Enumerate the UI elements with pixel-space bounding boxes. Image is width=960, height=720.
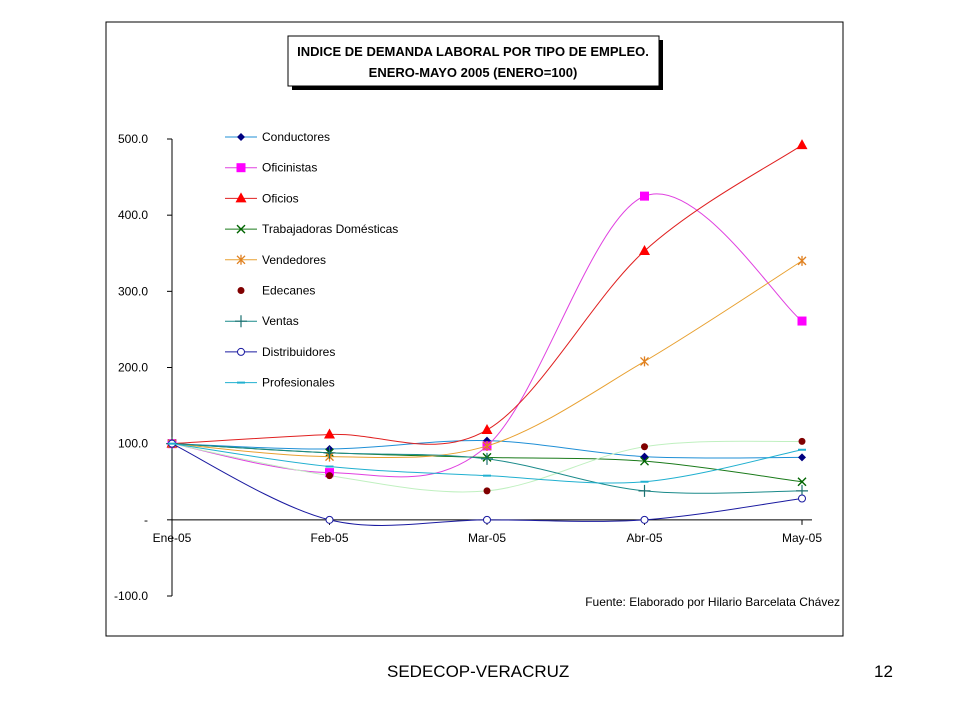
legend-marker (237, 287, 245, 294)
legend-item-profesionales: Profesionales (225, 376, 335, 390)
footer-page-number: 12 (874, 662, 893, 681)
legend-item-distribuidores: Distribuidores (225, 345, 335, 359)
data-point-edecanes (326, 472, 333, 480)
data-point-oficios (796, 139, 808, 150)
data-point-vendedores (797, 255, 807, 266)
series-layer (166, 139, 808, 526)
legend-label: Trabajadoras Domésticas (262, 222, 398, 236)
y-tick-label: - (144, 513, 148, 527)
data-point-ventas (638, 484, 651, 497)
legend-item-oficios: Oficios (225, 191, 299, 205)
series-profesionales (168, 442, 806, 484)
data-point-ventas (323, 446, 336, 459)
legend-label: Conductores (262, 130, 330, 144)
x-tick-label: Ene-05 (153, 531, 192, 545)
legend: Conductores Oficinistas Oficios Trabajadora… (225, 130, 398, 390)
footer-organization: SEDECOP-VERACRUZ (387, 662, 570, 681)
y-tick-label: -100.0 (114, 589, 148, 603)
data-point-trabajadoras-domesticas (640, 456, 649, 466)
legend-item-conductores: Conductores (225, 130, 330, 144)
chart-title-line-2: ENERO-MAYO 2005 (ENERO=100) (369, 65, 578, 80)
data-point-edecanes (483, 487, 491, 495)
legend-label: Oficinistas (262, 161, 317, 175)
source-note: Fuente: Elaborado por Hilario Barcelata … (585, 595, 840, 609)
data-point-trabajadoras-domesticas (797, 477, 807, 487)
x-tick-label: Abr-05 (626, 531, 662, 545)
axes: 500.0 400.0 300.0 200.0 100.0 - -100.0 Ene-05 Fe… (114, 132, 822, 603)
y-tick-label: 100.0 (118, 437, 148, 451)
data-point-oficios (324, 428, 335, 439)
legend-label: Distribuidores (262, 345, 335, 359)
y-tick-label: 500.0 (118, 132, 148, 146)
data-point-distribuidores (798, 494, 806, 503)
legend-label: Edecanes (262, 284, 315, 298)
data-point-distribuidores (483, 515, 491, 524)
legend-marker (237, 133, 245, 141)
legend-marker (236, 224, 246, 234)
data-point-distribuidores (325, 515, 334, 524)
x-tick-label: May-05 (782, 531, 822, 545)
legend-item-trabajadoras-domesticas: Trabajadoras Domésticas (225, 222, 398, 236)
data-point-oficinistas (640, 191, 649, 201)
legend-item-ventas: Ventas (225, 314, 299, 328)
legend-marker (236, 163, 246, 173)
data-point-oficios (639, 244, 650, 255)
data-point-oficios (481, 423, 493, 434)
legend-marker (237, 347, 245, 356)
legend-label: Oficios (262, 191, 299, 205)
data-point-oficinistas (797, 316, 807, 326)
legend-marker (235, 192, 247, 203)
data-point-vendedores (640, 356, 649, 367)
chart-frame (105, 21, 844, 637)
data-point-conductores (798, 453, 806, 462)
legend-item-oficinistas: Oficinistas (225, 161, 317, 175)
legend-label: Profesionales (262, 376, 335, 390)
y-tick-label: 200.0 (118, 361, 148, 375)
data-point-edecanes (641, 443, 648, 451)
legend-item-edecanes: Edecanes (237, 284, 315, 298)
chart-title-box: INDICE DE DEMANDA LABORAL POR TIPO DE EM… (287, 35, 663, 90)
legend-label: Ventas (262, 314, 299, 328)
series-line-oficios (171, 144, 803, 445)
x-tick-label: Feb-05 (310, 531, 348, 545)
legend-item-vendedores: Vendedores (225, 253, 326, 267)
data-point-vendedores (482, 440, 492, 451)
chart-title-line-1: INDICE DE DEMANDA LABORAL POR TIPO DE EM… (297, 44, 649, 59)
data-point-distribuidores (640, 515, 649, 524)
legend-marker (236, 254, 246, 265)
data-point-ventas (481, 452, 493, 465)
legend-label: Vendedores (262, 253, 326, 267)
data-point-edecanes (798, 437, 806, 445)
legend-marker (235, 315, 247, 328)
y-tick-label: 400.0 (118, 208, 148, 222)
y-tick-label: 300.0 (118, 284, 148, 298)
x-tick-label: Mar-05 (468, 531, 506, 545)
